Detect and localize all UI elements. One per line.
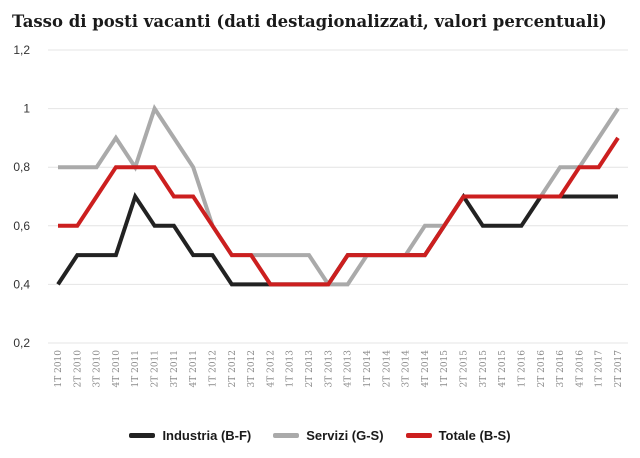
x-tick-label: 3T 2014: [402, 350, 412, 388]
line-chart: 0,2 0,4 0,6 0,8 1 1,2 1T 2010 2T 2010 3T 2010 4T…: [13, 43, 628, 388]
y-tick-label: 0,4: [13, 277, 30, 291]
legend-item-industria[interactable]: Industria (B-F): [129, 428, 251, 443]
legend-label-servizi: Servizi (G-S): [306, 428, 384, 443]
x-tick-label: 4T 2010: [112, 350, 122, 388]
x-tick-label: 4T 2015: [498, 350, 508, 388]
x-tick-label: 2T 2015: [460, 350, 470, 388]
legend-swatch-servizi: [273, 433, 300, 438]
x-axis-ticks: 1T 2010 2T 2010 3T 2010 4T 2010 1T 2011 2T 20…: [54, 350, 624, 388]
x-tick-label: 4T 2011: [189, 350, 199, 388]
x-tick-label: 2T 2012: [228, 350, 238, 388]
x-tick-label: 3T 2015: [479, 350, 489, 388]
legend-swatch-totale: [405, 433, 432, 438]
x-tick-label: 1T 2015: [440, 350, 450, 388]
x-tick-label: 2T 2013: [305, 350, 315, 388]
x-tick-label: 4T 2016: [575, 350, 585, 388]
x-tick-label: 2T 2016: [537, 350, 547, 388]
legend-label-industria: Industria (B-F): [162, 428, 252, 443]
y-tick-label: 1: [23, 102, 30, 116]
series-line-2: [58, 136, 620, 287]
y-axis-ticks: 0,2 0,4 0,6 0,8 1 1,2: [13, 43, 30, 350]
x-tick-label: 2T 2017: [614, 350, 624, 388]
x-tick-label: 1T 2017: [595, 350, 605, 388]
legend-item-totale[interactable]: Totale (B-S): [405, 428, 511, 443]
x-tick-label: 3T 2011: [170, 350, 180, 388]
legend: Industria (B-F) Servizi (G-S) Totale (B-…: [0, 428, 640, 443]
x-tick-label: 1T 2016: [517, 350, 527, 388]
legend-item-servizi[interactable]: Servizi (G-S): [273, 428, 384, 443]
legend-label-totale: Totale (B-S): [438, 428, 511, 443]
chart-title: Tasso di posti vacanti (dati destagional…: [12, 12, 607, 31]
x-tick-label: 3T 2013: [324, 350, 334, 388]
x-tick-label: 3T 2016: [556, 350, 566, 388]
x-tick-label: 4T 2013: [344, 350, 354, 388]
y-tick-label: 0,6: [13, 219, 30, 233]
x-tick-label: 1T 2011: [131, 350, 141, 388]
x-tick-label: 4T 2012: [266, 350, 276, 388]
legend-swatch-industria: [129, 433, 156, 438]
x-tick-label: 1T 2010: [54, 350, 64, 388]
y-tick-label: 1,2: [13, 43, 30, 57]
series-lines: [56, 104, 620, 287]
x-tick-label: 3T 2012: [247, 350, 257, 388]
x-tick-label: 4T 2014: [421, 350, 431, 388]
x-tick-label: 1T 2013: [286, 350, 296, 388]
y-tick-label: 0,8: [13, 160, 30, 174]
x-tick-label: 2T 2014: [382, 350, 392, 388]
x-tick-label: 2T 2010: [73, 350, 83, 388]
x-tick-label: 1T 2012: [208, 350, 218, 388]
x-tick-label: 2T 2011: [151, 350, 161, 388]
x-tick-label: 1T 2014: [363, 350, 373, 388]
x-tick-label: 3T 2010: [93, 350, 103, 388]
y-tick-label: 0,2: [13, 336, 30, 350]
